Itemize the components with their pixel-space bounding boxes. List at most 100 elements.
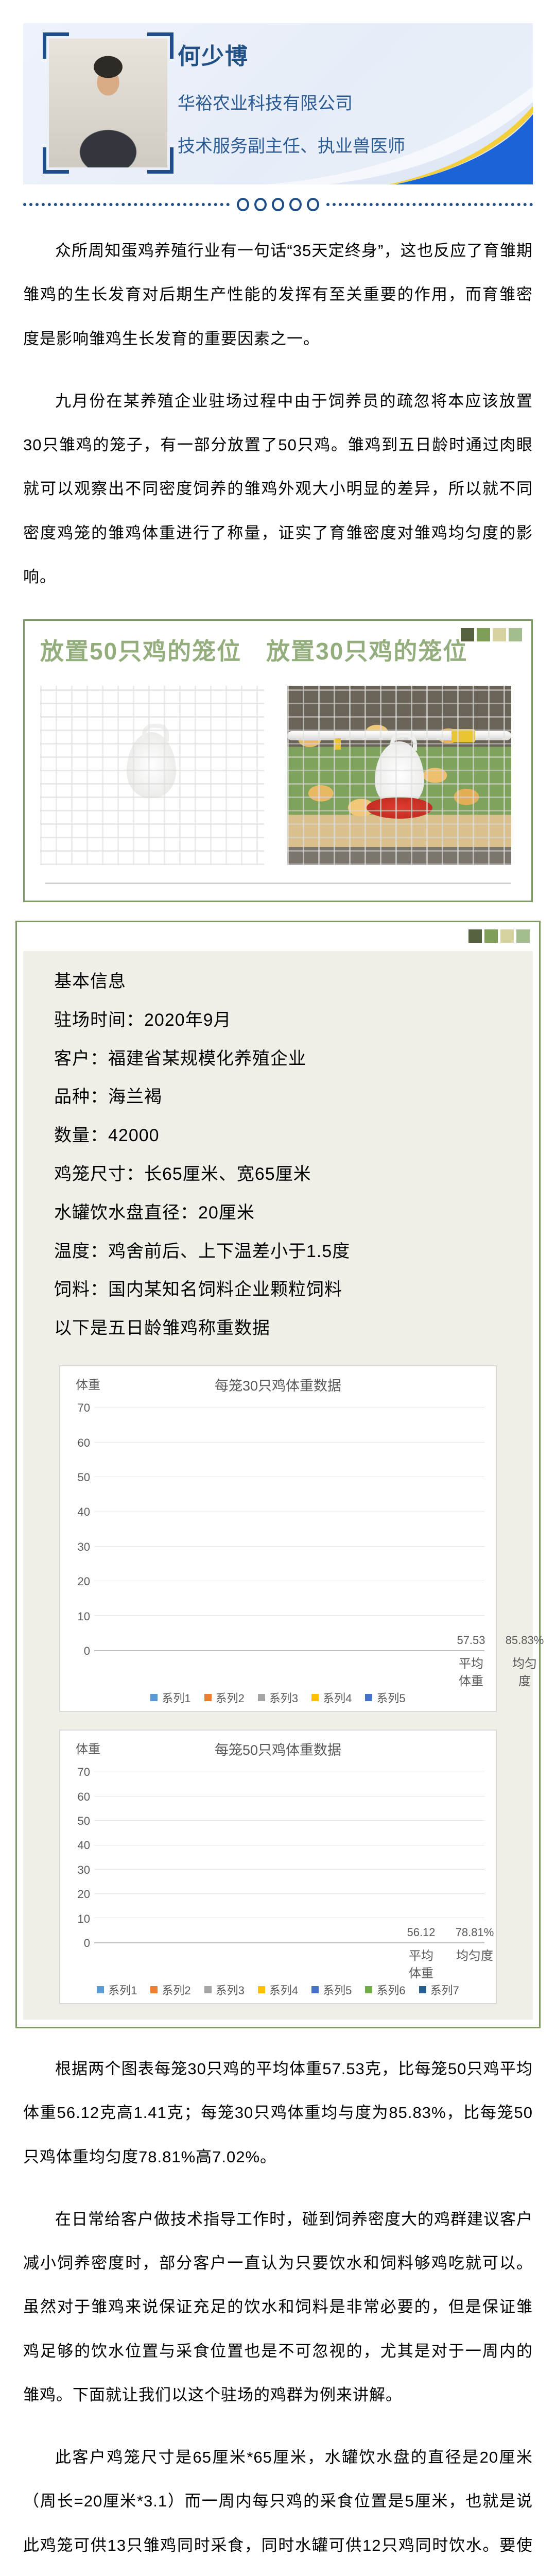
legend-marker xyxy=(311,1986,319,1994)
basic-info-box: 基本信息 驻场时间：2020年9月 客户：福建省某规模化养殖企业 品种：海兰褐 … xyxy=(15,921,544,2029)
ring-icon xyxy=(289,198,302,211)
summary-category-label: 平均 体重 xyxy=(409,1949,433,1980)
color-square-icon xyxy=(468,929,482,943)
summary-item: 78.81% 均匀度 xyxy=(448,1926,501,1963)
y-tick-label: 70 xyxy=(77,1401,90,1415)
chart-legend: 系列1 系列2 系列3 系列4 系列5 xyxy=(72,1689,484,1706)
chart-panel: 每笼30只鸡体重数据 体重 0 10 20 30 40 50 60 70 57.53 平均 体重 85.… xyxy=(59,1365,544,1713)
y-tick-label: 20 xyxy=(77,1888,90,1901)
legend-marker xyxy=(419,1986,426,1994)
cage-wire-mesh xyxy=(40,686,264,866)
y-tick-label: 50 xyxy=(77,1470,90,1484)
color-square-icon xyxy=(500,929,514,943)
legend-label: 系列3 xyxy=(215,1984,245,1997)
gridline xyxy=(94,1442,484,1443)
summary-item: 56.12 平均 体重 xyxy=(394,1926,448,1980)
legend-item: 系列5 xyxy=(365,1689,406,1706)
dotted-line xyxy=(23,203,230,206)
info-line: 客户：福建省某规模化养殖企业 xyxy=(54,1048,306,1069)
legend-marker xyxy=(204,1986,212,1994)
y-tick-label: 60 xyxy=(77,1790,90,1803)
color-square-icon xyxy=(484,929,498,943)
paragraph-guidance: 在日常给客户做技术指导工作时，碰到饲养密度大的鸡群建议客户减小饲养密度时，部分客… xyxy=(23,2210,533,2404)
info-line: 温度：鸡舍前后、上下温差小于1.5度 xyxy=(54,1241,351,1261)
info-line: 以下是五日龄雏鸡称重数据 xyxy=(54,1318,270,1338)
color-square-icon xyxy=(477,628,490,641)
plot-area: 56.12 平均 体重 78.81% 均匀度 xyxy=(94,1772,494,1980)
color-square-icon xyxy=(493,628,506,641)
chart-title: 每笼50只鸡体重数据 xyxy=(214,1742,342,1758)
legend-label: 系列5 xyxy=(323,1984,352,1997)
paragraph-results: 根据两个图表每笼30只鸡的平均体重57.53克，比每笼50只鸡平均体重56.12… xyxy=(23,2060,533,2166)
legend-label: 系列2 xyxy=(215,1692,245,1705)
author-name: 何少博 xyxy=(178,44,249,69)
y-axis-label: 体重 xyxy=(76,1378,100,1393)
y-tick-label: 70 xyxy=(77,1766,90,1779)
color-square-icon xyxy=(509,628,522,641)
paragraph-calculation: 此客户鸡笼尺寸是65厘米*65厘米，水罐饮水盘的直径是20厘米（周长=20厘米*… xyxy=(23,2448,533,2554)
legend-label: 系列6 xyxy=(376,1984,406,1997)
author-info: 何少博 华裕农业科技有限公司 技术服务副主任、执业兽医师 xyxy=(178,38,405,157)
y-axis: 0 10 20 30 40 50 60 70 xyxy=(72,1401,94,1657)
color-square-icon xyxy=(461,628,474,641)
legend-marker xyxy=(365,1694,373,1702)
ring-icon xyxy=(272,198,284,211)
legend-item: 系列4 xyxy=(311,1689,352,1706)
legend-item: 系列2 xyxy=(204,1689,245,1706)
cage-photos-figure: 放置50只鸡的笼位 放置30只鸡的笼位 xyxy=(23,619,533,903)
y-tick-label: 40 xyxy=(77,1505,90,1519)
palette-squares-icon xyxy=(468,929,530,943)
y-tick-label: 0 xyxy=(83,1937,90,1950)
corner-bracket-icon xyxy=(147,32,173,59)
author-portrait-image xyxy=(49,39,167,167)
legend-label: 系列5 xyxy=(376,1692,406,1705)
y-tick-label: 40 xyxy=(77,1839,90,1852)
chart-body: 0 10 20 30 40 50 60 70 56.12 平均 体重 78.81% 均匀度 xyxy=(72,1766,494,1980)
corner-bracket-icon xyxy=(147,147,173,174)
legend-label: 系列7 xyxy=(430,1984,459,1997)
legend-marker xyxy=(97,1986,105,1994)
ring-icon xyxy=(254,198,267,211)
summary-value-label: 57.53 xyxy=(457,1634,485,1647)
legend-label: 系列1 xyxy=(108,1984,137,1997)
y-tick-label: 20 xyxy=(77,1575,90,1588)
legend-item: 系列4 xyxy=(257,1981,298,1998)
ring-icon xyxy=(237,198,249,211)
info-line: 基本信息 xyxy=(54,972,126,992)
paragraph-intro: 众所周知蛋鸡养殖行业有一句话“35天定终身”，这也反应了育雏期雏鸡的生长发育对后… xyxy=(23,242,533,348)
gridline xyxy=(94,1869,484,1870)
bars-row: 56.12 平均 体重 78.81% 均匀度 xyxy=(94,1772,494,1980)
summary-value-label: 85.83% xyxy=(505,1634,544,1647)
gridline xyxy=(94,1893,484,1894)
summary-category-label: 均匀度 xyxy=(456,1949,493,1963)
summary-value-label: 56.12 xyxy=(407,1926,436,1939)
y-tick-label: 30 xyxy=(77,1863,90,1876)
info-line: 品种：海兰褐 xyxy=(54,1087,162,1107)
info-line: 鸡笼尺寸：长65厘米、宽65厘米 xyxy=(54,1164,311,1184)
gridline xyxy=(94,1546,484,1547)
dotted-line xyxy=(326,203,533,206)
summary-area: 57.53 平均 体重 85.83% 均匀 度 xyxy=(444,1634,551,1688)
chart-body: 0 10 20 30 40 50 60 70 57.53 平均 体重 85.83% 均匀 度 xyxy=(72,1401,544,1688)
divider-rings xyxy=(237,198,319,211)
summary-item: 85.83% 均匀 度 xyxy=(498,1634,551,1688)
gridline xyxy=(94,1820,484,1821)
legend-marker xyxy=(204,1694,212,1702)
legend-item: 系列1 xyxy=(150,1689,191,1706)
basic-info-panel: 基本信息 驻场时间：2020年9月 客户：福建省某规模化养殖企业 品种：海兰褐 … xyxy=(23,951,544,2020)
summary-area: 56.12 平均 体重 78.81% 均匀度 xyxy=(394,1926,501,1980)
bars-row: 57.53 平均 体重 85.83% 均匀 度 xyxy=(94,1408,544,1688)
palette-squares-icon xyxy=(461,628,522,641)
paragraph-case: 九月份在某养殖企业驻场过程中由于饲养员的疏忽将本应该放置30只雏鸡的笼子，有一部… xyxy=(23,392,533,586)
summary-category-label: 均匀 度 xyxy=(512,1657,537,1688)
photo-cage-50-chicks xyxy=(40,686,264,866)
y-tick-label: 60 xyxy=(77,1436,90,1449)
legend-item: 系列3 xyxy=(204,1981,245,1998)
chart-30-per-cage: 每笼30只鸡体重数据 体重 0 10 20 30 40 50 60 70 57.53 平均 体重 85.… xyxy=(54,1365,544,1713)
photo-cage-30-chicks xyxy=(287,686,511,866)
legend-item: 系列3 xyxy=(257,1689,298,1706)
y-tick-label: 50 xyxy=(77,1814,90,1827)
legend-item: 系列2 xyxy=(150,1981,191,1998)
legend-item: 系列5 xyxy=(311,1981,352,1998)
article-page: 何少博 华裕农业科技有限公司 技术服务副主任、执业兽医师 众所周知蛋鸡养殖行业有… xyxy=(0,23,556,2576)
